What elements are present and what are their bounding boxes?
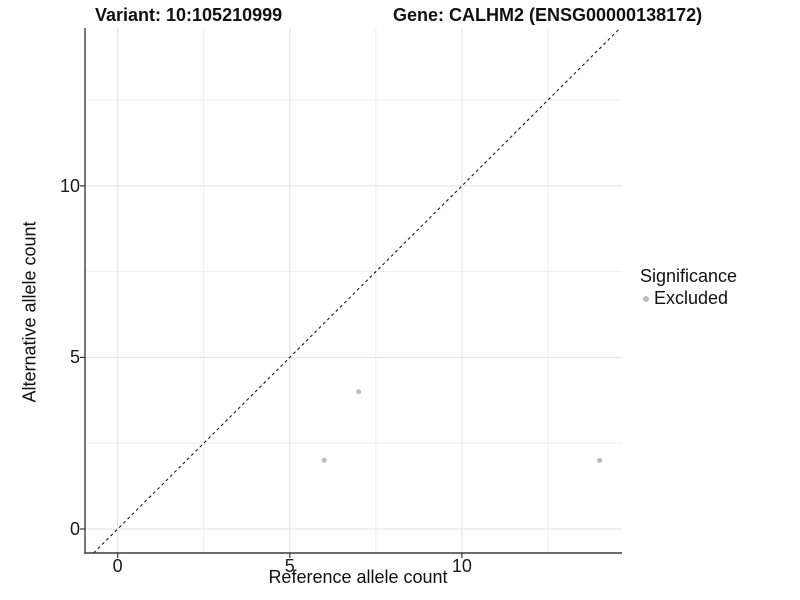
data-point [356, 389, 362, 395]
legend-title: Significance [640, 266, 738, 286]
legend-items: Excluded [640, 288, 737, 309]
legend: Significance Excluded [640, 266, 737, 309]
data-point [321, 457, 327, 463]
legend-item: Excluded [640, 288, 737, 309]
legend-item-label: Excluded [654, 288, 729, 308]
identity-line [93, 27, 621, 554]
gene-title: Gene: CALHM2 (ENSG00000138172) [393, 5, 703, 25]
x-axis-title: Reference allele count [268, 567, 448, 587]
x-tick-label: 5 [284, 556, 295, 576]
legend-key-dot-icon [643, 295, 649, 302]
x-tick-label: 0 [112, 556, 123, 576]
x-tick-label: 10 [451, 556, 472, 576]
y-tick-label: 0 [69, 518, 80, 539]
data-point [597, 457, 603, 463]
y-tick-label: 10 [59, 175, 80, 196]
variant-title: Variant: 10:105210999 [95, 5, 283, 25]
y-tick-label: 5 [69, 347, 80, 368]
